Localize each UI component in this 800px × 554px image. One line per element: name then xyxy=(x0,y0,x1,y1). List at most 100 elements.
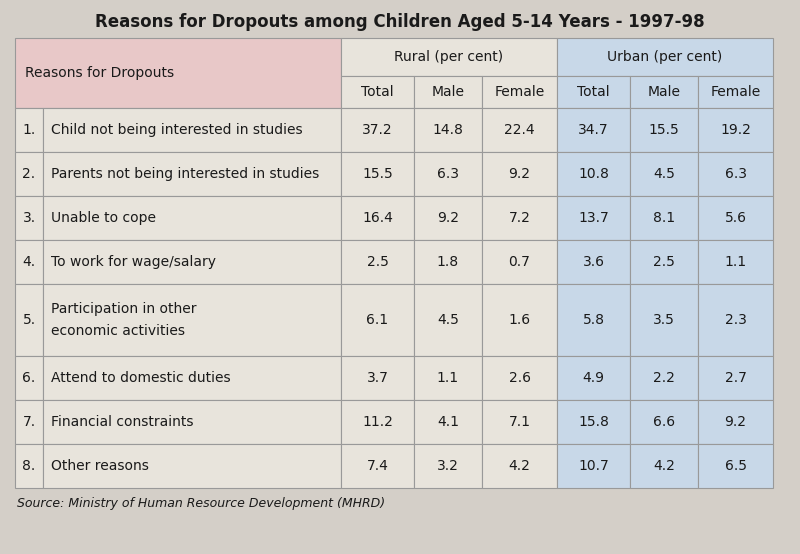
Bar xyxy=(43,240,341,284)
Bar xyxy=(630,444,698,488)
Text: 3.5: 3.5 xyxy=(653,313,675,327)
Bar xyxy=(557,76,630,108)
Text: 6.3: 6.3 xyxy=(437,167,459,181)
Text: 1.6: 1.6 xyxy=(509,313,530,327)
Bar xyxy=(43,196,341,240)
Bar xyxy=(43,284,341,356)
Bar xyxy=(630,196,698,240)
Text: Reasons for Dropouts: Reasons for Dropouts xyxy=(25,66,174,80)
Bar xyxy=(414,152,482,196)
Bar xyxy=(341,240,414,284)
Bar xyxy=(698,76,773,108)
Text: 2.: 2. xyxy=(22,167,35,181)
Text: 4.5: 4.5 xyxy=(437,313,459,327)
Bar xyxy=(698,444,773,488)
Bar xyxy=(482,400,557,444)
Text: 15.5: 15.5 xyxy=(649,123,679,137)
Bar xyxy=(557,152,630,196)
Text: 11.2: 11.2 xyxy=(362,415,393,429)
Bar xyxy=(43,356,341,400)
Text: 1.8: 1.8 xyxy=(437,255,459,269)
Text: 1.1: 1.1 xyxy=(725,255,746,269)
Bar xyxy=(15,196,43,240)
Text: 6.6: 6.6 xyxy=(653,415,675,429)
Bar xyxy=(698,356,773,400)
Text: 9.2: 9.2 xyxy=(437,211,459,225)
Bar xyxy=(414,196,482,240)
Bar xyxy=(630,400,698,444)
Bar xyxy=(414,108,482,152)
Bar xyxy=(482,108,557,152)
Bar xyxy=(341,76,414,108)
Text: Financial constraints: Financial constraints xyxy=(51,415,194,429)
Bar xyxy=(341,400,414,444)
Bar xyxy=(43,444,341,488)
Bar xyxy=(414,240,482,284)
Bar xyxy=(557,400,630,444)
Bar xyxy=(15,284,43,356)
Text: 5.8: 5.8 xyxy=(582,313,605,327)
Bar xyxy=(630,356,698,400)
Text: 9.2: 9.2 xyxy=(509,167,530,181)
Bar xyxy=(557,284,630,356)
Bar xyxy=(15,444,43,488)
Text: 5.: 5. xyxy=(22,313,35,327)
Text: 7.1: 7.1 xyxy=(509,415,530,429)
Text: Child not being interested in studies: Child not being interested in studies xyxy=(51,123,302,137)
Text: Female: Female xyxy=(710,85,761,99)
Bar xyxy=(698,400,773,444)
Text: 4.: 4. xyxy=(22,255,35,269)
Text: 4.2: 4.2 xyxy=(653,459,675,473)
Text: 16.4: 16.4 xyxy=(362,211,393,225)
Text: 2.6: 2.6 xyxy=(509,371,530,385)
Bar xyxy=(341,196,414,240)
Bar xyxy=(15,108,43,152)
Text: 5.6: 5.6 xyxy=(725,211,746,225)
Text: 10.8: 10.8 xyxy=(578,167,609,181)
Bar xyxy=(15,356,43,400)
Bar xyxy=(15,38,341,108)
Bar xyxy=(43,108,341,152)
Bar xyxy=(557,196,630,240)
Bar xyxy=(341,444,414,488)
Bar xyxy=(414,356,482,400)
Text: 3.2: 3.2 xyxy=(437,459,459,473)
Bar xyxy=(341,38,557,76)
Bar xyxy=(630,284,698,356)
Text: 37.2: 37.2 xyxy=(362,123,393,137)
Bar xyxy=(482,444,557,488)
Bar xyxy=(482,356,557,400)
Text: 4.9: 4.9 xyxy=(582,371,605,385)
Text: 2.2: 2.2 xyxy=(653,371,675,385)
Text: Urban (per cent): Urban (per cent) xyxy=(607,50,722,64)
Text: 6.3: 6.3 xyxy=(725,167,746,181)
Text: 2.7: 2.7 xyxy=(725,371,746,385)
Text: 13.7: 13.7 xyxy=(578,211,609,225)
Text: 10.7: 10.7 xyxy=(578,459,609,473)
Bar xyxy=(15,400,43,444)
Text: 15.8: 15.8 xyxy=(578,415,609,429)
Text: 4.5: 4.5 xyxy=(653,167,675,181)
Bar xyxy=(557,240,630,284)
Text: 19.2: 19.2 xyxy=(720,123,751,137)
Bar xyxy=(630,108,698,152)
Bar xyxy=(341,108,414,152)
Bar xyxy=(557,38,773,76)
Text: 15.5: 15.5 xyxy=(362,167,393,181)
Text: 22.4: 22.4 xyxy=(504,123,535,137)
Text: Rural (per cent): Rural (per cent) xyxy=(394,50,503,64)
Text: Reasons for Dropouts among Children Aged 5-14 Years - 1997-98: Reasons for Dropouts among Children Aged… xyxy=(95,13,705,31)
Text: Total: Total xyxy=(577,85,610,99)
Bar xyxy=(414,284,482,356)
Bar xyxy=(341,152,414,196)
Text: Male: Male xyxy=(647,85,681,99)
Bar xyxy=(698,196,773,240)
Text: 34.7: 34.7 xyxy=(578,123,609,137)
Bar xyxy=(414,76,482,108)
Bar xyxy=(557,356,630,400)
Text: To work for wage/salary: To work for wage/salary xyxy=(51,255,216,269)
Text: 14.8: 14.8 xyxy=(433,123,463,137)
Bar xyxy=(482,284,557,356)
Text: 8.1: 8.1 xyxy=(653,211,675,225)
Text: 7.: 7. xyxy=(22,415,35,429)
